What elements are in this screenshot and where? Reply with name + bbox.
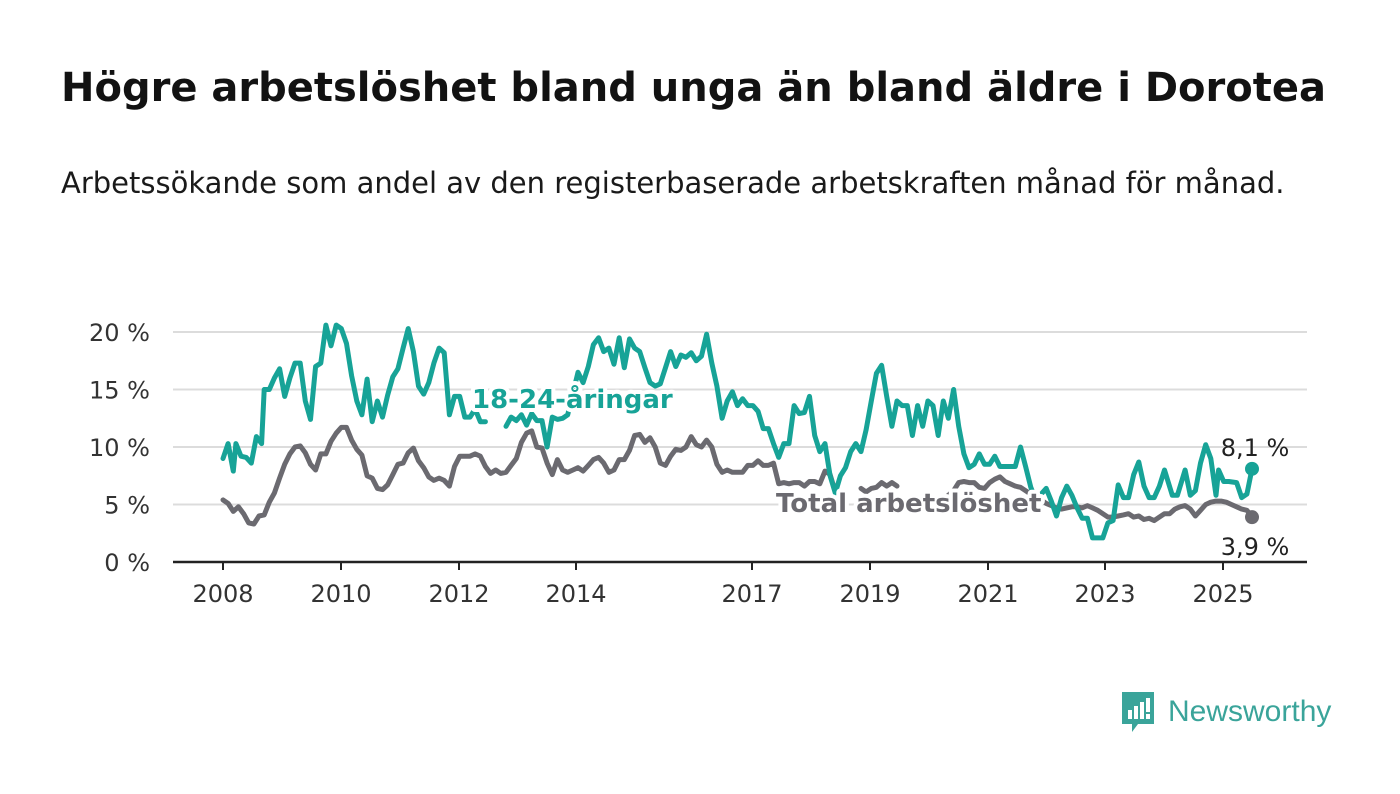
newsworthy-logo-icon xyxy=(1122,692,1154,732)
end-label-youth: 8,1 % xyxy=(1221,434,1290,462)
x-tick-label: 2019 xyxy=(839,580,900,608)
series-line-youth xyxy=(220,322,488,474)
series-line-total xyxy=(858,480,900,495)
series-end-dot xyxy=(1245,461,1259,476)
series-line-total xyxy=(940,474,1255,524)
series-lines xyxy=(220,322,1259,541)
x-tick-label: 2014 xyxy=(545,580,606,608)
series-label-total-halo: Total arbetslöshet xyxy=(776,489,1041,519)
y-tick-label: 5 % xyxy=(104,492,150,520)
series-label-youth-halo: 18-24-åringar xyxy=(472,383,673,415)
chart-title: Högre arbetslöshet bland unga än bland ä… xyxy=(61,65,1326,111)
series-label-youth: 18-24-åringar xyxy=(472,383,673,415)
y-tick-label: 10 % xyxy=(89,434,150,462)
x-tick-label: 2021 xyxy=(957,580,1018,608)
chart-subtitle: Arbetssökande som andel av den registerb… xyxy=(61,166,1285,200)
x-tick-label: 2010 xyxy=(310,580,371,608)
x-tick-label: 2023 xyxy=(1074,580,1135,608)
y-tick-label: 20 % xyxy=(89,319,150,347)
x-tick-label: 2025 xyxy=(1192,580,1253,608)
series-end-dot xyxy=(1245,510,1259,525)
logo-text: Newsworthy xyxy=(1168,695,1332,728)
grid-lines xyxy=(173,331,1307,506)
y-tick-label: 0 % xyxy=(104,549,150,577)
series-line-total xyxy=(220,424,838,527)
end-label-total: 3,9 % xyxy=(1221,533,1290,561)
series-label-total: Total arbetslöshet xyxy=(776,489,1041,519)
chart-labels: 0 % 5 % 10 % 15 % 20 % 2008 2010 2012 2014 2017 20… xyxy=(89,319,1289,608)
x-tick-label: 2012 xyxy=(428,580,489,608)
series-line-youth xyxy=(503,331,1255,541)
y-tick-label: 15 % xyxy=(89,377,150,405)
x-axis xyxy=(173,560,1307,570)
x-tick-label: 2008 xyxy=(192,580,253,608)
newsworthy-logo[interactable]: Newsworthy xyxy=(1120,690,1331,734)
x-tick-label: 2017 xyxy=(721,580,782,608)
